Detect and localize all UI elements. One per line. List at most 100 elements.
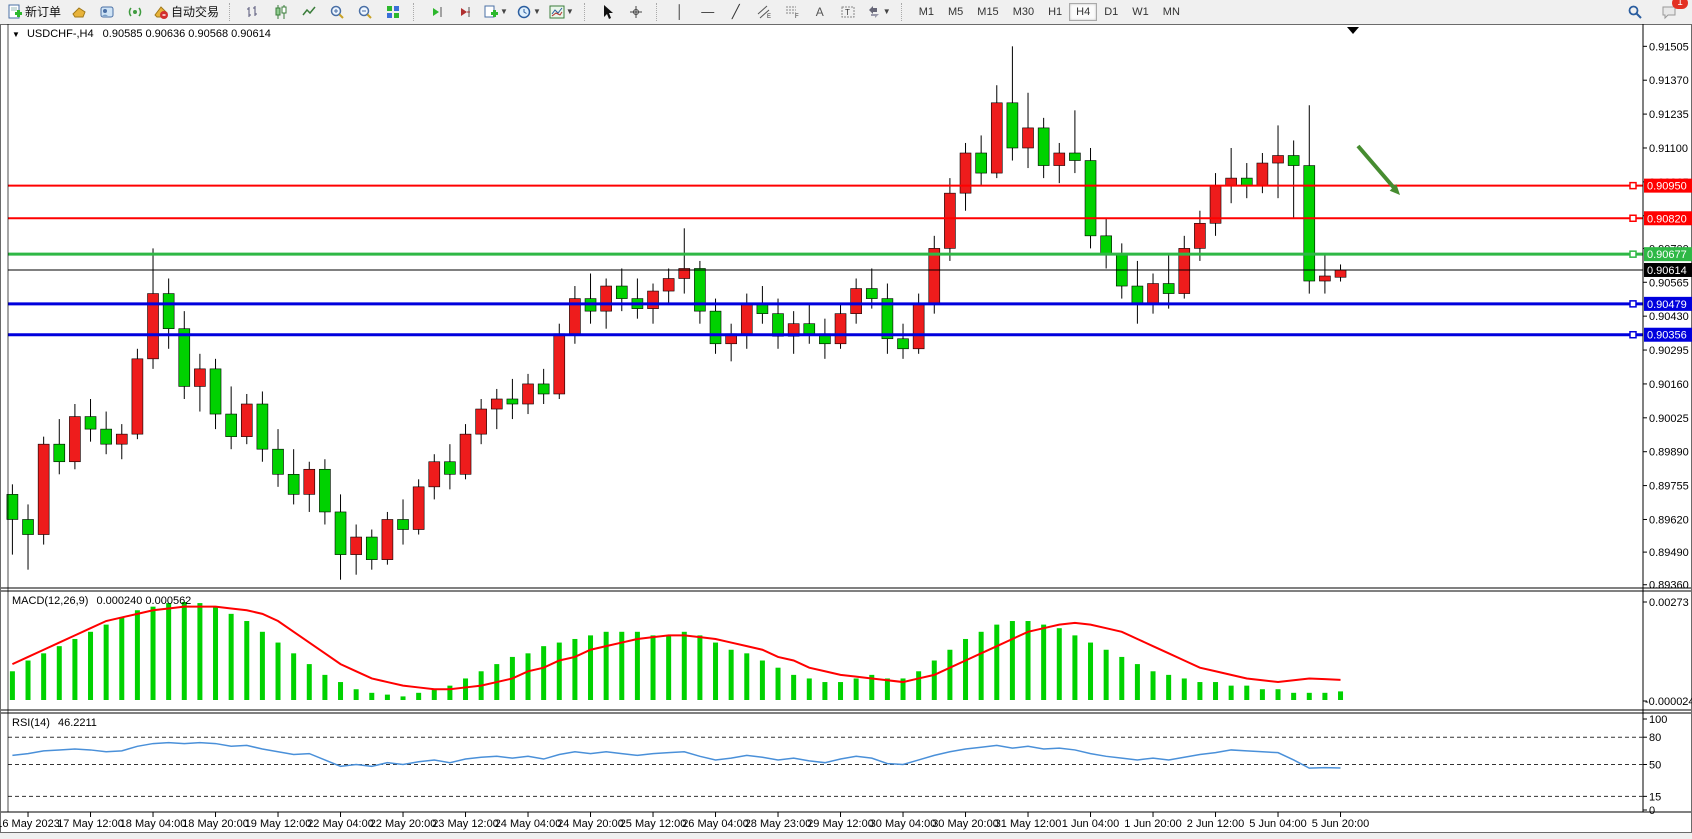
svg-text:F: F: [795, 14, 799, 20]
timeframe-button-h4[interactable]: H4: [1069, 2, 1098, 21]
svg-text:30 May 04:00: 30 May 04:00: [870, 818, 937, 830]
svg-text:0.89890: 0.89890: [1649, 447, 1689, 459]
search-button[interactable]: [1622, 1, 1648, 23]
text-icon: A: [815, 4, 824, 19]
vertical-line-icon: │: [675, 4, 684, 19]
chart-shift-icon: [461, 6, 471, 17]
collapse-triangle-icon[interactable]: ▼: [12, 30, 20, 39]
svg-text:17 May 12:00: 17 May 12:00: [57, 818, 124, 830]
svg-text:22 May 04:00: 22 May 04:00: [307, 818, 374, 830]
new-chart-button[interactable]: ▼: [480, 1, 511, 23]
macd-pane: 0.00273 -0.000024: [9, 597, 1692, 708]
svg-text:1 Jun 20:00: 1 Jun 20:00: [1124, 818, 1182, 830]
chart-symbol-period: USDCHF-,H4: [26, 28, 94, 40]
svg-text:0.90565: 0.90565: [1649, 277, 1689, 289]
svg-text:0.90160: 0.90160: [1649, 379, 1689, 391]
indicators-button[interactable]: ▼: [546, 1, 577, 23]
new-order-button[interactable]: 新订单: [4, 1, 64, 23]
vertical-line-tool-button[interactable]: │: [667, 1, 693, 23]
timeframe-button-mn[interactable]: MN: [1162, 5, 1180, 18]
auto-scroll-button[interactable]: [424, 1, 450, 23]
dropdown-caret-icon: ▼: [565, 7, 574, 16]
equidistant-channel-icon: E: [757, 5, 771, 20]
label-tool-button[interactable]: T: [835, 1, 861, 23]
text-tool-button[interactable]: A: [807, 1, 833, 23]
timeframe-button-d1[interactable]: D1: [1104, 5, 1119, 18]
line-chart-icon: [302, 6, 316, 15]
arrows-shapes-icon: [868, 5, 879, 18]
horizontal-line-tool-button[interactable]: —: [695, 1, 721, 23]
zoom-in-button[interactable]: [324, 1, 350, 23]
main-toolbar: 新订单 自动交易: [0, 0, 1692, 23]
svg-text:29 May 12:00: 29 May 12:00: [807, 818, 874, 830]
macd-name: MACD(12,26,9): [12, 595, 89, 607]
cursor-button[interactable]: [595, 1, 621, 23]
shapes-tool-button[interactable]: ▼: [863, 1, 894, 23]
chart-shift-marker[interactable]: [1347, 27, 1359, 34]
svg-text:50: 50: [1649, 760, 1661, 772]
new-order-label: 新订单: [25, 5, 62, 19]
timeframe-button-h1[interactable]: H1: [1048, 5, 1063, 18]
periods-button[interactable]: ▼: [513, 1, 544, 23]
timeframe-button-w1[interactable]: W1: [1132, 5, 1149, 18]
svg-text:0: 0: [1649, 805, 1655, 817]
toolbar-separator: [229, 2, 235, 21]
dropdown-caret-icon: ▼: [882, 7, 891, 16]
notifications-button[interactable]: 1: [1656, 0, 1688, 23]
svg-text:26 May 04:00: 26 May 04:00: [682, 818, 749, 830]
tile-windows-button[interactable]: [380, 1, 406, 23]
crosshair-icon: [629, 5, 642, 18]
svg-text:0.90356: 0.90356: [1647, 330, 1687, 342]
bar-chart-type-button[interactable]: [240, 1, 266, 23]
rsi-name: RSI(14): [12, 717, 50, 729]
svg-text:0.91505: 0.91505: [1649, 41, 1689, 53]
svg-text:28 May 23:00: 28 May 23:00: [745, 818, 812, 830]
chart-quote-line: 0.90585 0.90636 0.90568 0.90614: [102, 28, 271, 40]
svg-text:18 May 20:00: 18 May 20:00: [182, 818, 249, 830]
crosshair-button[interactable]: [623, 1, 649, 23]
svg-text:0.91100: 0.91100: [1649, 143, 1688, 155]
chart-shift-button[interactable]: [452, 1, 478, 23]
indicators-icon: [549, 5, 565, 18]
profile-button[interactable]: [94, 1, 120, 23]
channel-tool-button[interactable]: E: [751, 1, 777, 23]
timeframe-button-m1[interactable]: M1: [918, 5, 934, 18]
new-order-icon: [8, 4, 22, 18]
rsi-indicator-label: RSI(14) 46.2211: [12, 717, 97, 729]
auto-trading-button[interactable]: 自动交易: [150, 1, 222, 23]
line-chart-type-button[interactable]: [296, 1, 322, 23]
svg-text:0.91235: 0.91235: [1649, 109, 1689, 121]
zoom-out-button[interactable]: [352, 1, 378, 23]
auto-scroll-icon: [433, 6, 442, 17]
timeframe-group: M1 M5 M15 M30 H1 H4 D1 W1 MN: [912, 2, 1187, 21]
signals-button[interactable]: [122, 1, 148, 23]
fibonacci-tool-button[interactable]: F: [779, 1, 805, 23]
text-label-icon: T: [841, 6, 855, 17]
template-button[interactable]: [66, 1, 92, 23]
trendline-tool-button[interactable]: ╱: [723, 1, 749, 23]
svg-text:5 Jun 04:00: 5 Jun 04:00: [1249, 818, 1307, 830]
toolbar-separator: [655, 2, 662, 21]
svg-text:19 May 12:00: 19 May 12:00: [245, 818, 312, 830]
svg-text:80: 80: [1649, 732, 1661, 744]
annotation-arrow-head[interactable]: [1389, 184, 1400, 195]
tile-windows-icon: [387, 5, 400, 18]
candlestick-chart-icon: [275, 4, 287, 19]
svg-text:0.91370: 0.91370: [1649, 75, 1689, 87]
notification-badge: 1: [1672, 0, 1688, 9]
svg-text:18 May 04:00: 18 May 04:00: [120, 818, 187, 830]
annotation-arrow[interactable]: [1356, 144, 1397, 191]
svg-text:0.89490: 0.89490: [1649, 547, 1689, 559]
timeframe-button-m5[interactable]: M5: [948, 5, 964, 18]
rsi-value: 46.2211: [57, 717, 97, 729]
timeframe-button-m30[interactable]: M30: [1012, 5, 1035, 18]
level-lines[interactable]: [8, 181, 1643, 339]
bar-chart-icon: [247, 5, 258, 17]
svg-text:0.90677: 0.90677: [1647, 249, 1687, 261]
timeframe-button-m15[interactable]: M15: [977, 5, 999, 18]
candlestick-chart-type-button[interactable]: [268, 1, 294, 23]
toolbar-separator: [583, 2, 590, 21]
svg-text:0.90479: 0.90479: [1647, 299, 1687, 311]
